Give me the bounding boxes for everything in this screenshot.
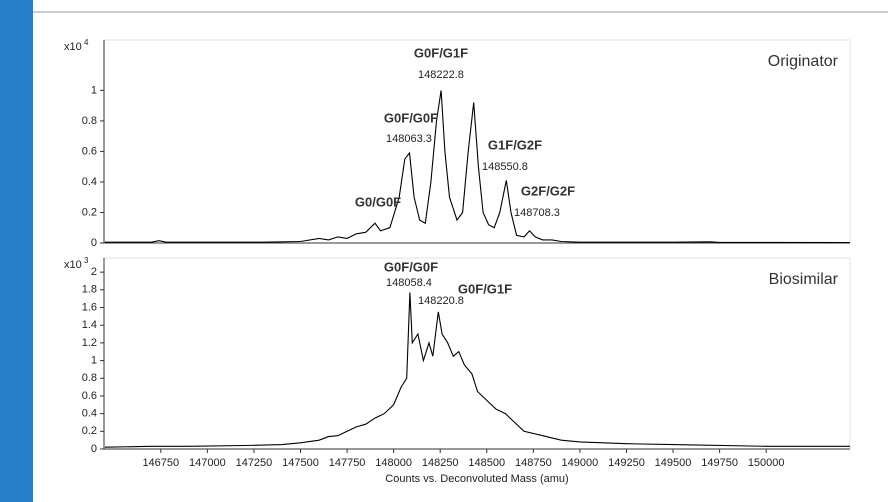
- spectrum-line: [104, 90, 851, 244]
- x-tick-label: 147750: [329, 457, 366, 469]
- y-tick-label: 0.8: [82, 372, 97, 384]
- peak-label: G1F/G2F: [488, 137, 542, 152]
- y-tick-label: 2: [91, 266, 97, 278]
- y-tick-label: 0.4: [82, 408, 97, 420]
- panel-title: Biosimilar: [769, 271, 839, 288]
- y-scale-label: x10: [64, 259, 82, 271]
- x-tick-label: 148750: [515, 457, 552, 469]
- x-tick-label: 148250: [422, 457, 459, 469]
- peak-label: G0/G0F: [355, 194, 401, 209]
- x-tick-label: 149000: [562, 457, 599, 469]
- y-tick-label: 0.2: [82, 206, 97, 218]
- y-tick-label: 0.4: [82, 176, 97, 188]
- y-tick-label: 1: [91, 354, 97, 366]
- y-tick-label: 0.6: [82, 145, 97, 157]
- x-tick-label: 146750: [142, 457, 179, 469]
- x-tick-label: 147000: [189, 457, 226, 469]
- x-tick-label: 147250: [236, 457, 273, 469]
- y-tick-label: 1.6: [82, 301, 97, 313]
- y-tick-label: 1.8: [82, 284, 97, 296]
- y-tick-label: 0: [91, 237, 97, 249]
- y-tick-label: 1.2: [82, 337, 97, 349]
- x-tick-label: 149750: [701, 457, 738, 469]
- peak-mass: 148708.3: [514, 207, 560, 219]
- peak-label: G2F/G2F: [521, 183, 575, 198]
- x-axis-label: Counts vs. Deconvoluted Mass (amu): [385, 473, 568, 485]
- panel-title: Originator: [768, 53, 839, 70]
- y-tick-label: 0.2: [82, 425, 97, 437]
- x-tick-label: 147500: [282, 457, 319, 469]
- peak-mass: 148222.8: [418, 69, 464, 81]
- peak-mass: 148063.3: [386, 133, 432, 145]
- y-tick-label: 1.4: [82, 319, 97, 331]
- side-bar: [0, 0, 33, 502]
- y-tick-label: 0: [91, 443, 97, 455]
- peak-label: G0F/G1F: [414, 45, 468, 60]
- y-scale-exponent: 3: [84, 256, 89, 265]
- x-tick-label: 148000: [375, 457, 412, 469]
- x-tick-label: 149500: [655, 457, 692, 469]
- y-scale-label: x10: [64, 41, 82, 53]
- y-tick-label: 1: [91, 84, 97, 96]
- peak-label: G0F/G0F: [384, 110, 438, 125]
- spectrum-line: [104, 292, 850, 448]
- y-tick-label: 0.6: [82, 390, 97, 402]
- y-scale-exponent: 4: [84, 38, 89, 47]
- peak-mass: 148220.8: [418, 295, 464, 307]
- peak-mass: 148058.4: [386, 277, 432, 289]
- x-tick-label: 150000: [748, 457, 785, 469]
- peak-label: G0F/G1F: [458, 281, 512, 296]
- peak-label: G0F/G0F: [384, 259, 438, 274]
- y-tick-label: 0.8: [82, 115, 97, 127]
- peak-mass: 148550.8: [482, 161, 528, 173]
- x-tick-label: 149250: [608, 457, 645, 469]
- x-tick-label: 148500: [468, 457, 505, 469]
